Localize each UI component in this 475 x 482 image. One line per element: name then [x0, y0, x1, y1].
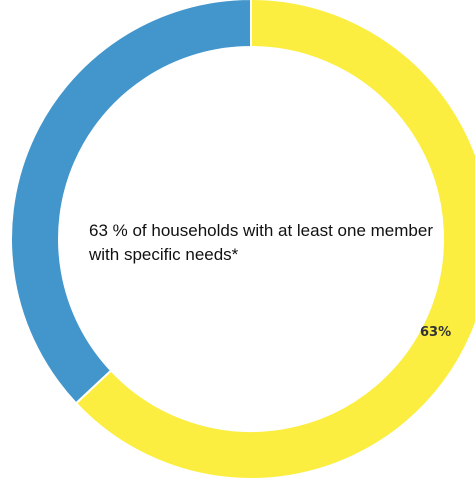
slice-value-label-0: 63% [420, 325, 451, 340]
donut-slice-0 [74, 0, 475, 480]
donut-slice-1 [10, 0, 252, 405]
center-caption: 63 % of households with at least one mem… [89, 221, 433, 264]
